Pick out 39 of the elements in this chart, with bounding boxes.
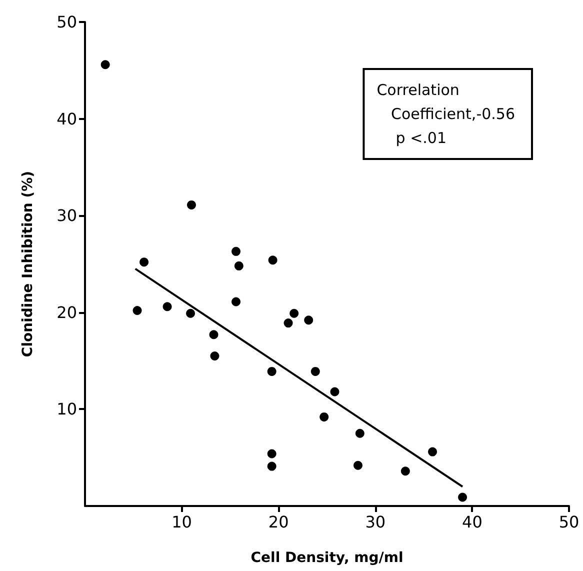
x-tick-label: 20 [268,512,289,532]
point [268,256,278,265]
point [284,318,293,328]
annotation: Correlation Coefficient,-0.56 p <.01 [376,81,515,147]
point [428,447,438,456]
point [132,306,142,315]
point [100,60,110,70]
point [232,297,241,306]
point [186,308,196,318]
point [267,462,276,471]
point [290,308,299,318]
point [209,330,218,340]
point [400,466,410,476]
point [267,449,276,458]
y-tick-label: 30 [56,206,77,226]
point [162,302,172,312]
point [310,366,320,376]
point [330,387,340,396]
point [186,200,196,210]
point [140,258,149,267]
point [232,246,241,256]
y-tick-label: 50 [56,12,77,32]
y-tick-label: 10 [56,400,77,419]
point [210,351,220,360]
x-tick-label: 30 [365,512,386,532]
point [234,261,244,270]
x-tick-label: 40 [462,512,482,532]
y-axis-title: Clonidine Inhibition (%) [20,170,36,358]
point [304,316,314,325]
x-tick-label: 50 [558,512,580,532]
point [458,492,468,502]
point [320,412,329,422]
x-axis-title: Cell Density, mg/ml [250,550,404,566]
y-tick-label: 20 [56,302,77,322]
x-tick-label: 10 [172,512,192,532]
point [355,428,364,438]
y-tick-label: 40 [56,109,77,128]
point [353,460,362,470]
point [267,366,276,376]
